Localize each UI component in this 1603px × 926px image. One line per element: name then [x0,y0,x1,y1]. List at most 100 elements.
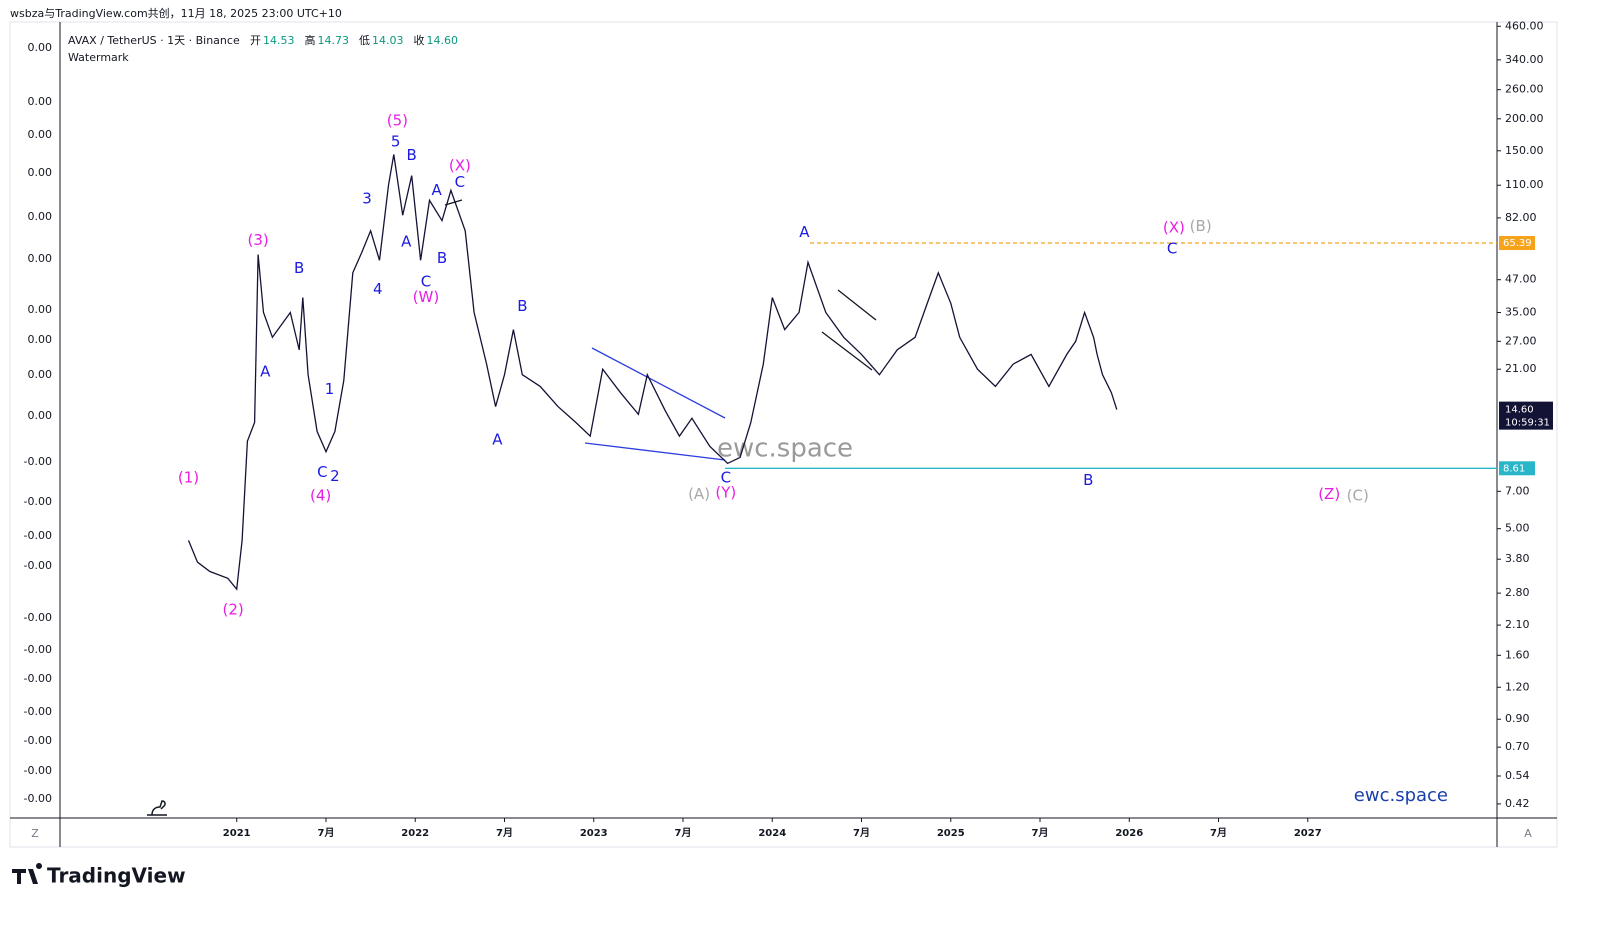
trend-line [444,199,463,206]
wave-label: C [1167,239,1177,257]
x-tick-label: 2027 [1294,828,1322,839]
indicator: Watermark [68,51,129,64]
y-tick-label: 5.00 [1505,522,1530,535]
x-tick-label: 2024 [758,828,786,839]
x-tick-label: 7月 [1032,827,1049,839]
ohlc-name: 开 [250,34,261,47]
price-badge [1499,461,1535,476]
price-badge-label: 65.39 [1503,238,1532,249]
x-tick-label: 2021 [223,828,251,839]
x-tick-label: 2022 [401,828,429,839]
left-axis-label: 0.00 [28,252,53,265]
wave-label: 3 [362,190,372,208]
wave-label: (X) [1163,218,1185,236]
wave-label: C [421,273,431,291]
x-tick-label: 7月 [496,827,513,839]
left-axis-label: 0.00 [28,210,53,223]
wave-label: 2 [330,467,340,485]
price-badge [1499,236,1535,251]
x-tick-label: 2025 [937,828,965,839]
wave-label: (B) [1190,217,1212,235]
trend-line [837,289,877,321]
wave-label: (X) [449,156,471,174]
left-axis-label: 0.00 [28,41,53,54]
left-axis-label: 0.00 [28,166,53,179]
ohlc-value: 14.53 [263,34,295,47]
wave-label: A [799,223,810,241]
left-axis-label: 0.00 [28,128,53,141]
corner-right[interactable]: A [1524,827,1532,840]
chart-frame [9,21,1558,848]
dino-icon [147,800,167,816]
trend-line [584,442,726,461]
y-tick-label: 0.54 [1505,769,1530,782]
y-tick-label: 1.60 [1505,648,1530,661]
corner-left[interactable]: Z [31,827,39,840]
wave-label: (3) [248,231,269,249]
price-badge-label: 8.61 [1503,463,1525,474]
brand: TradingView [47,864,186,888]
x-tick-label: 7月 [317,827,334,839]
y-tick-label: 82.00 [1505,211,1537,224]
logo-icon [12,863,43,884]
left-axis-label: 0.00 [28,303,53,316]
y-tick-label: 340.00 [1505,53,1544,66]
y-tick-label: 260.00 [1505,83,1544,96]
wave-label: A [492,431,503,449]
left-axis-label: -0.00 [24,495,52,508]
wave-label: B [407,146,417,164]
wave-label: (4) [310,487,331,505]
y-tick-label: 27.00 [1505,334,1537,347]
last-price-badge [1499,401,1553,430]
wave-label: C [455,173,465,191]
wave-label: B [294,259,304,277]
left-axis-label: -0.00 [24,792,52,805]
wave-label: (Y) [715,483,736,501]
left-axis-label: -0.00 [24,611,52,624]
y-tick-label: 2.80 [1505,586,1530,599]
left-axis-label: 0.00 [28,95,53,108]
wave-label: 4 [373,280,383,298]
trend-line [591,347,726,419]
y-tick-label: 0.70 [1505,740,1530,753]
left-axis-label: -0.00 [24,705,52,718]
left-axis-label: -0.00 [24,672,52,685]
symbol: AVAX / TetherUS · 1天 · Binance [68,34,240,47]
wave-label: B [437,249,447,267]
y-tick-label: 47.00 [1505,273,1537,286]
y-tick-label: 150.00 [1505,144,1544,157]
x-tick-label: 7月 [853,827,870,839]
wave-label: (A) [688,485,710,503]
ohlc-value: 14.60 [427,34,459,47]
ohlc-name: 高 [305,33,316,47]
y-tick-label: 2.10 [1505,618,1530,631]
wave-label: C [721,468,731,486]
y-tick-label: 0.90 [1505,712,1530,725]
wave-label: 5 [391,133,401,151]
wave-label: C [317,463,327,481]
y-tick-label: 460.00 [1505,19,1544,32]
y-tick-label: 35.00 [1505,305,1537,318]
wave-label: (2) [223,601,244,619]
wave-label: (C) [1347,487,1369,505]
ohlc-value: 14.73 [318,34,350,47]
wave-label: B [517,297,527,315]
ohlc-value: 14.03 [372,34,404,47]
left-axis-label: -0.00 [24,643,52,656]
x-tick-label: 7月 [1210,827,1227,839]
left-axis-label: 0.00 [28,368,53,381]
y-tick-label: 21.00 [1505,362,1537,375]
wave-label: (1) [178,468,199,486]
left-axis-label: 0.00 [28,409,53,422]
y-tick-label: 3.80 [1505,552,1530,565]
wave-label: A [432,181,443,199]
tv-logo: TradingView [12,863,186,888]
watermark: ewc.space [717,434,853,464]
y-tick-label: 110.00 [1505,178,1544,191]
wave-label: 1 [325,380,335,398]
x-tick-label: 2023 [580,828,608,839]
wave-label: A [401,232,412,250]
left-axis-label: -0.00 [24,455,52,468]
brand-label: ewc.space [1354,785,1448,806]
